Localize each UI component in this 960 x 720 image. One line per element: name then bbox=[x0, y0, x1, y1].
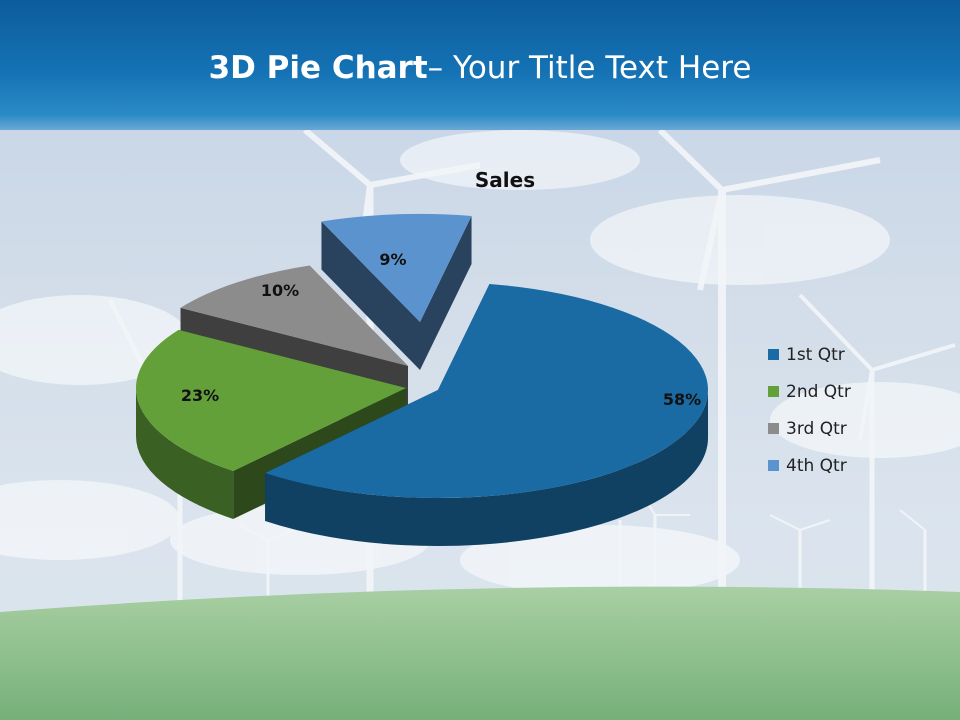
data-label-4: 9% bbox=[379, 250, 407, 269]
legend-label-2: 2nd Qtr bbox=[786, 381, 851, 402]
legend-label-4: 4th Qtr bbox=[786, 455, 847, 476]
legend-label-3: 3rd Qtr bbox=[786, 418, 847, 439]
pie-slice-1 bbox=[265, 283, 708, 546]
pie-slice-4 bbox=[321, 214, 472, 370]
data-label-3: 10% bbox=[260, 281, 300, 300]
grass-hill bbox=[0, 586, 960, 720]
pie-slice-3-top bbox=[180, 265, 408, 366]
pie-slice-4-wall-1 bbox=[321, 221, 420, 370]
chart-title: Sales bbox=[474, 168, 536, 192]
legend-item-2: 2nd Qtr bbox=[768, 373, 851, 410]
chart-legend: 1st Qtr 2nd Qtr 3rd Qtr 4th Qtr bbox=[768, 336, 851, 484]
legend-item-3: 3rd Qtr bbox=[768, 410, 851, 447]
legend-item-4: 4th Qtr bbox=[768, 447, 851, 484]
legend-swatch-3 bbox=[768, 423, 779, 434]
legend-item-1: 1st Qtr bbox=[768, 336, 851, 373]
pie-slice-1-side-1 bbox=[265, 390, 708, 546]
pie-slice-2-top bbox=[136, 329, 406, 471]
slide-title: 3D Pie Chart– Your Title Text Here bbox=[0, 50, 960, 86]
legend-swatch-4 bbox=[768, 460, 779, 471]
pie-slice-2-side-1 bbox=[136, 388, 234, 519]
data-label-2: 23% bbox=[180, 386, 220, 405]
pie-slice-4-wall-2 bbox=[420, 215, 472, 370]
legend-label-1: 1st Qtr bbox=[786, 344, 845, 365]
legend-swatch-2 bbox=[768, 386, 779, 397]
data-label-1: 58% bbox=[662, 390, 702, 409]
slide-title-bold: 3D Pie Chart bbox=[208, 50, 428, 86]
legend-swatch-1 bbox=[768, 349, 779, 360]
slide-title-rest: – Your Title Text Here bbox=[427, 50, 752, 86]
pie-slice-1-top bbox=[265, 283, 708, 498]
pie-slice-4-top bbox=[321, 214, 472, 322]
title-banner bbox=[0, 0, 960, 130]
